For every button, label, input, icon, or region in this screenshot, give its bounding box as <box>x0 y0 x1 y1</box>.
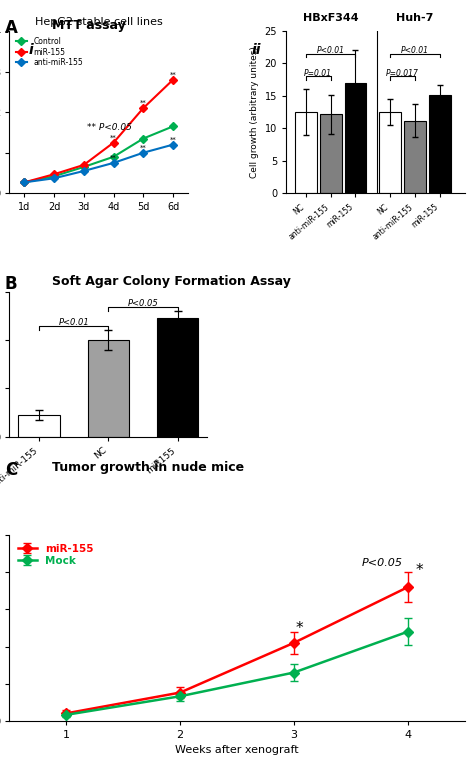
Control <box>140 134 146 143</box>
anti-miR-155 <box>21 177 27 187</box>
miR-155 <box>140 103 146 112</box>
Control <box>111 152 117 161</box>
Text: P=0.01: P=0.01 <box>304 69 332 78</box>
Control <box>21 177 27 187</box>
Text: HBxF344: HBxF344 <box>303 13 358 23</box>
Bar <box>320 114 342 193</box>
Text: Soft Agar Colony Formation Assay: Soft Agar Colony Formation Assay <box>52 275 291 288</box>
miR-155 <box>51 170 57 179</box>
anti-miR-155 <box>111 158 117 167</box>
anti-miR-155 <box>140 148 146 157</box>
Text: P<0.01: P<0.01 <box>317 46 345 55</box>
Bar <box>157 319 198 437</box>
Text: *: * <box>296 622 303 636</box>
Bar <box>404 121 426 193</box>
Text: P<0.05: P<0.05 <box>128 299 158 308</box>
Legend: miR-155, Mock: miR-155, Mock <box>15 540 97 569</box>
Bar <box>345 83 366 193</box>
Text: **: ** <box>170 136 176 143</box>
Text: P<0.05: P<0.05 <box>362 559 403 568</box>
miR-155 <box>21 177 27 187</box>
Title: HepG2 stable cell lines: HepG2 stable cell lines <box>35 18 163 27</box>
Bar <box>295 112 317 193</box>
Text: **: ** <box>110 134 117 140</box>
Text: **: ** <box>170 71 176 78</box>
anti-miR-155 <box>170 140 176 150</box>
Text: ii: ii <box>251 43 261 57</box>
Text: i: i <box>28 43 33 57</box>
Text: **: ** <box>140 100 146 106</box>
Bar <box>379 112 401 193</box>
miR-155 <box>81 160 87 170</box>
miR-155 <box>111 138 117 147</box>
Bar <box>18 415 60 437</box>
Y-axis label: Cell growth (arbitrary unites): Cell growth (arbitrary unites) <box>250 46 259 178</box>
Text: *: * <box>415 563 423 578</box>
Control <box>51 171 57 181</box>
Bar <box>429 95 451 193</box>
Text: ** P<0.05: ** P<0.05 <box>87 123 132 133</box>
X-axis label: Weeks after xenograft: Weeks after xenograft <box>175 746 299 756</box>
Legend: Control, miR-155, anti-miR-155: Control, miR-155, anti-miR-155 <box>13 35 85 70</box>
Text: A: A <box>5 19 18 37</box>
Text: Tumor growth in nude mice: Tumor growth in nude mice <box>52 461 244 474</box>
Line: anti-miR-155: anti-miR-155 <box>22 142 176 185</box>
Control <box>170 122 176 131</box>
anti-miR-155 <box>81 167 87 176</box>
Text: P<0.01: P<0.01 <box>58 318 89 327</box>
Text: **: ** <box>110 155 117 160</box>
Control <box>81 162 87 171</box>
Text: Huh-7: Huh-7 <box>396 13 434 23</box>
Text: B: B <box>5 275 18 293</box>
Line: miR-155: miR-155 <box>22 77 176 185</box>
Text: MTT assay: MTT assay <box>52 19 126 33</box>
Bar <box>88 340 129 437</box>
Text: P<0.01: P<0.01 <box>401 46 429 55</box>
Line: Control: Control <box>22 123 176 185</box>
anti-miR-155 <box>51 174 57 183</box>
Text: C: C <box>5 461 17 479</box>
miR-155 <box>170 75 176 84</box>
Text: **: ** <box>140 144 146 150</box>
Text: P=0.017: P=0.017 <box>386 69 419 78</box>
